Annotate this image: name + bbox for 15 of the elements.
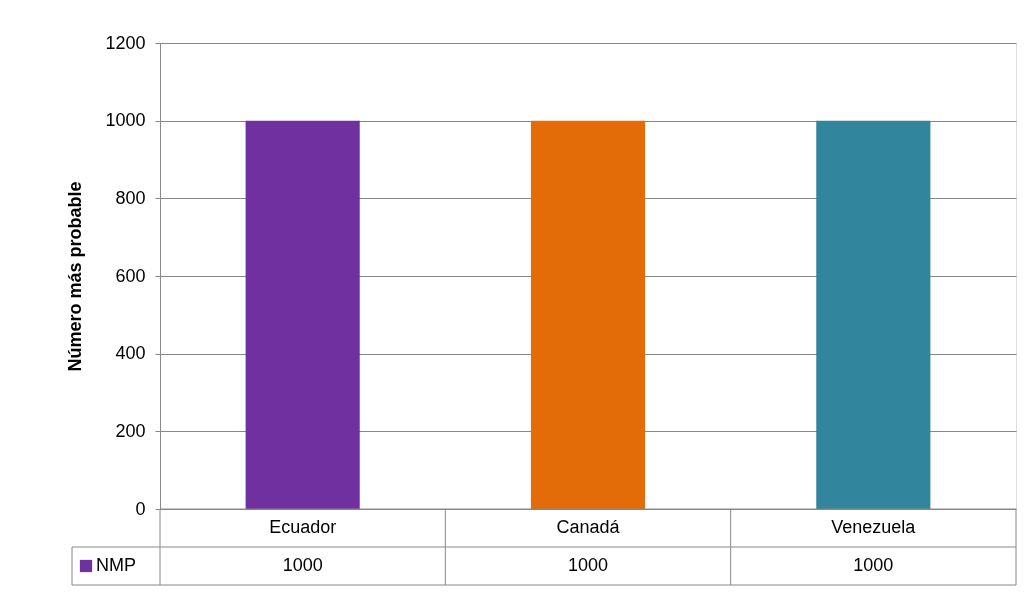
y-tick-label: 400 [115, 343, 146, 364]
data-label: 1000 [282, 555, 323, 575]
legend-label: NMP [96, 555, 136, 575]
y-tick-label: 0 [135, 498, 146, 519]
y-tick-label: 1000 [105, 110, 146, 131]
y-tick-label: 200 [115, 420, 146, 441]
y-axis-title: Número más probable [65, 181, 86, 372]
y-tick-label: 600 [115, 265, 146, 286]
x-tick-label: Canadá [556, 517, 621, 537]
data-label: 1000 [567, 555, 609, 575]
data-label: 1000 [853, 555, 894, 575]
y-tick-label: 1200 [105, 32, 146, 53]
x-tick-label: Ecuador [269, 517, 337, 537]
x-tick-label: Venezuela [831, 517, 917, 537]
y-tick-label: 800 [115, 187, 146, 208]
